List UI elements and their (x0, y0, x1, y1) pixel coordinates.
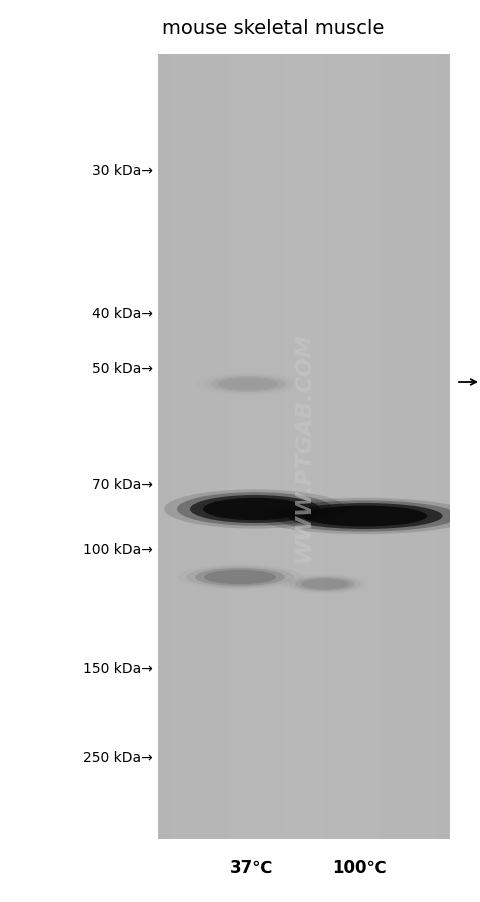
Ellipse shape (256, 498, 473, 535)
Text: 150 kDa→: 150 kDa→ (83, 661, 153, 675)
Ellipse shape (204, 570, 276, 584)
Ellipse shape (301, 579, 349, 590)
Text: WWW.PTGAB.COM: WWW.PTGAB.COM (294, 332, 314, 562)
Ellipse shape (218, 378, 278, 391)
Ellipse shape (186, 566, 294, 588)
Ellipse shape (195, 568, 285, 586)
Text: mouse skeletal muscle: mouse skeletal muscle (162, 18, 385, 38)
Text: 100℃: 100℃ (333, 858, 387, 876)
Text: 37℃: 37℃ (230, 858, 274, 876)
Ellipse shape (288, 503, 443, 529)
Ellipse shape (177, 492, 333, 526)
Ellipse shape (289, 576, 361, 593)
Text: 50 kDa→: 50 kDa→ (92, 362, 153, 375)
Text: 250 kDa→: 250 kDa→ (83, 750, 153, 764)
Ellipse shape (203, 375, 293, 394)
Ellipse shape (211, 376, 286, 392)
Ellipse shape (295, 577, 355, 592)
Ellipse shape (177, 565, 303, 590)
Text: 40 kDa→: 40 kDa→ (92, 307, 153, 321)
Text: 70 kDa→: 70 kDa→ (92, 478, 153, 492)
Text: 30 kDa→: 30 kDa→ (92, 164, 153, 178)
Ellipse shape (164, 490, 346, 529)
Ellipse shape (190, 495, 320, 523)
Ellipse shape (272, 501, 458, 532)
Ellipse shape (203, 498, 307, 520)
Ellipse shape (303, 506, 427, 527)
Text: 100 kDa→: 100 kDa→ (83, 542, 153, 556)
